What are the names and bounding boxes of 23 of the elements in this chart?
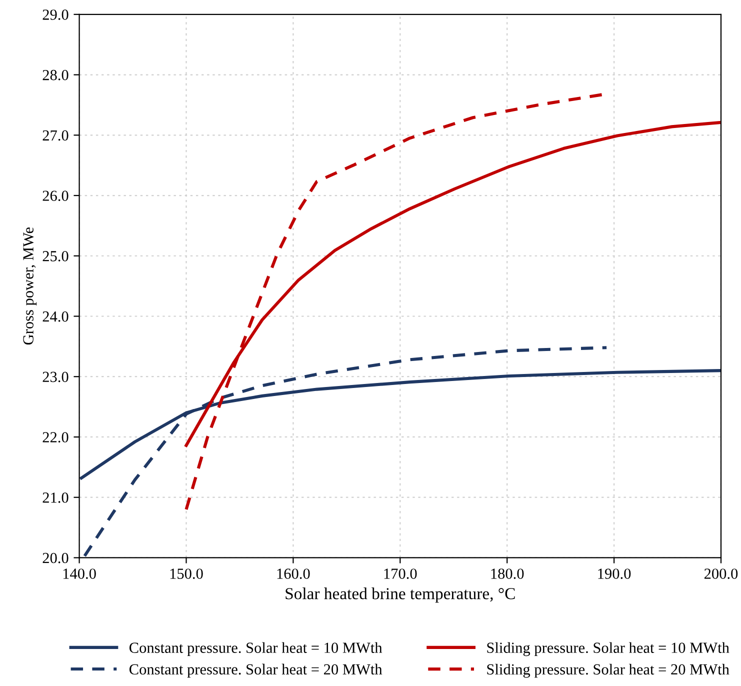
y-tick-label: 21.0	[42, 492, 68, 503]
legend-label: Sliding pressure. Solar heat = 20 MWth	[487, 664, 730, 678]
legend-label: Constant pressure. Solar heat = 10 MWth	[129, 642, 382, 656]
x-tick-label: 170.0	[384, 568, 417, 579]
y-tick-label: 29.0	[42, 10, 68, 20]
x-tick-label: 180.0	[491, 568, 524, 579]
legend-label: Sliding pressure. Solar heat = 10 MWth	[487, 642, 730, 656]
y-tick-label: 24.0	[42, 311, 68, 322]
y-tick-label: 28.0	[42, 70, 68, 80]
x-tick-label: 190.0	[598, 568, 631, 579]
x-tick-label: 200.0	[704, 568, 738, 579]
y-tick-label: 25.0	[42, 251, 68, 262]
x-tick-label: 160.0	[277, 568, 310, 579]
y-tick-label: 23.0	[42, 372, 68, 382]
y-tick-label: 26.0	[42, 190, 68, 202]
y-tick-label: 20.0	[42, 552, 68, 564]
x-tick-label: 140.0	[63, 568, 96, 579]
y-tick-label: 22.0	[42, 432, 68, 442]
legend-label: Constant pressure. Solar heat = 20 MWth	[129, 664, 382, 678]
y-axis-title: Gross power, MWe	[23, 227, 37, 345]
y-tick-label: 27.0	[42, 130, 68, 141]
x-tick-label: 150.0	[170, 568, 203, 579]
x-axis-title: Solar heated brine temperature, °C	[286, 588, 515, 603]
